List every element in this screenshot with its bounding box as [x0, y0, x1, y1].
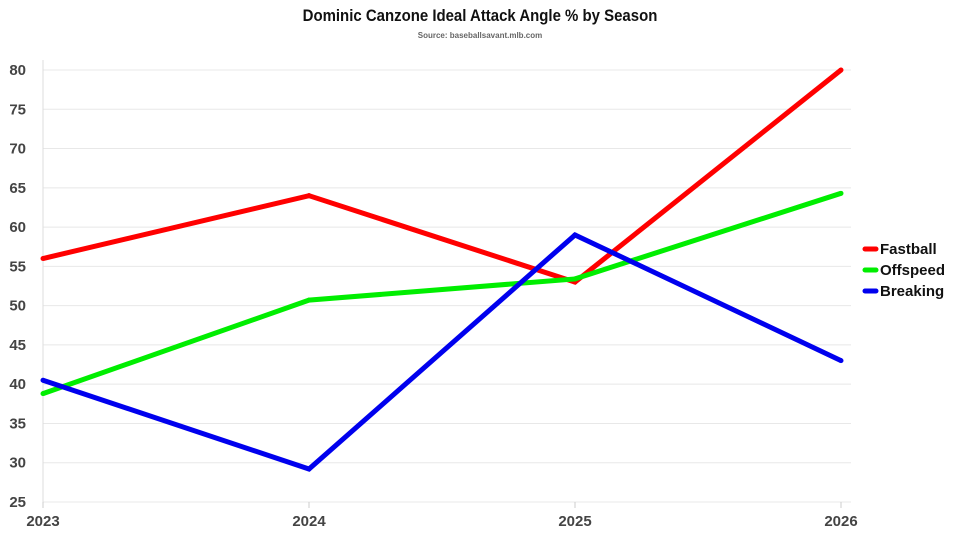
y-tick-label: 80	[9, 62, 26, 79]
y-tick-label: 40	[9, 376, 26, 393]
legend-label-breaking: Breaking	[880, 283, 944, 300]
data-point-breaking	[40, 377, 46, 383]
series-line-offspeed	[42, 190, 842, 396]
series-line-fastball	[42, 68, 843, 285]
legend-label-fastball: Fastball	[880, 241, 937, 258]
y-tick-label: 60	[9, 219, 26, 236]
data-point-fastball	[306, 193, 312, 199]
data-point-offspeed	[306, 297, 312, 303]
chart-subtitle: Source: baseballsavant.mlb.com	[417, 31, 543, 40]
y-tick-label: 50	[9, 298, 26, 315]
data-point-breaking	[838, 358, 844, 364]
data-point-breaking	[306, 466, 312, 472]
y-tick-label: 55	[9, 258, 26, 275]
y-tick-label: 25	[9, 494, 26, 511]
data-point-fastball	[40, 256, 46, 262]
data-point-breaking	[572, 232, 578, 238]
y-tick-label: 45	[9, 337, 26, 354]
data-point-offspeed	[40, 391, 46, 397]
x-tick-label: 2024	[292, 513, 326, 530]
y-tick-label: 30	[9, 455, 26, 472]
data-point-offspeed	[838, 190, 844, 196]
x-tick-label: 2026	[824, 513, 857, 530]
x-tick-label: 2025	[558, 513, 591, 530]
data-point-fastball	[838, 67, 844, 73]
data-point-offspeed	[572, 276, 578, 282]
y-tick-label: 70	[9, 141, 26, 158]
series-line-breaking	[42, 231, 843, 472]
y-tick-label: 65	[9, 180, 26, 197]
x-tick-label: 2023	[26, 513, 59, 530]
y-tick-label: 75	[9, 101, 26, 118]
chart-title: Dominic Canzone Ideal Attack Angle % by …	[302, 6, 658, 25]
legend-label-offspeed: Offspeed	[880, 262, 945, 279]
y-tick-label: 35	[9, 415, 26, 432]
